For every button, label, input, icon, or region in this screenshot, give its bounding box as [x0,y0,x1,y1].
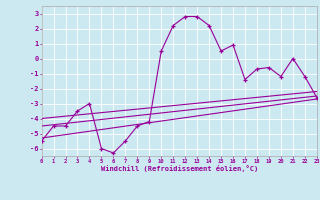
X-axis label: Windchill (Refroidissement éolien,°C): Windchill (Refroidissement éolien,°C) [100,165,258,172]
